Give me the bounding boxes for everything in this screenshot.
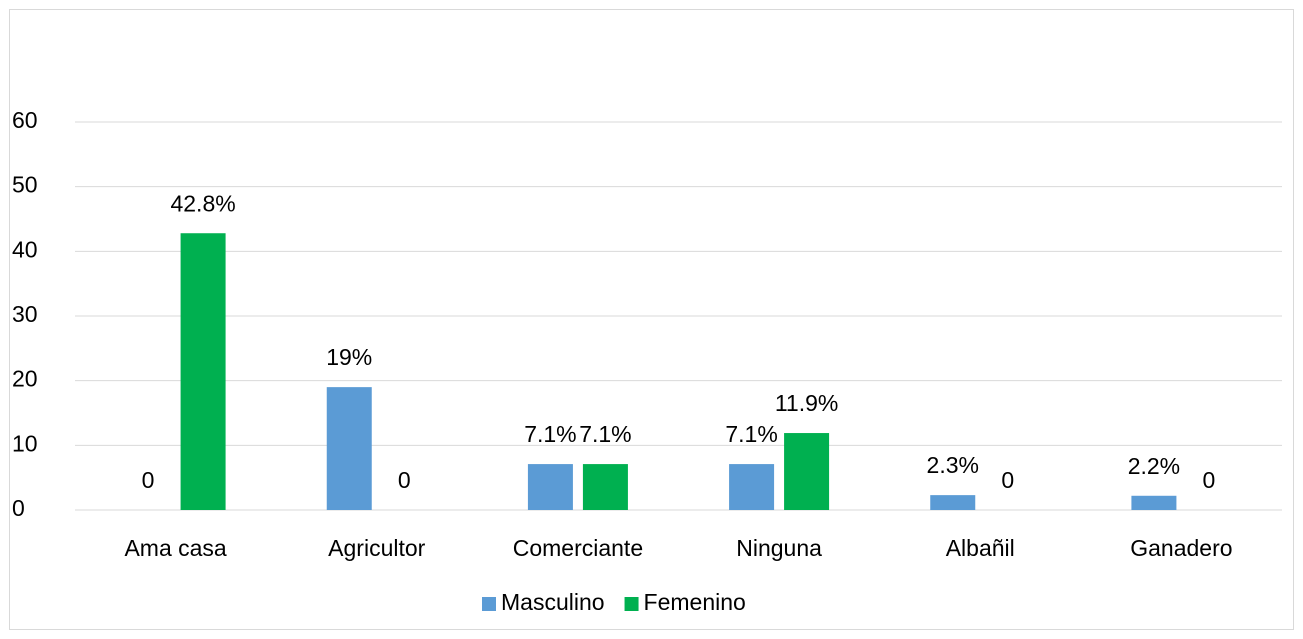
value-label: 0 [142, 467, 155, 493]
y-tick-label: 40 [12, 236, 38, 262]
bar [582, 464, 628, 510]
value-label: 42.8% [170, 190, 235, 216]
x-tick-label: Ganadero [1130, 535, 1232, 561]
y-tick-label: 30 [12, 301, 38, 327]
value-label: 7.1% [524, 421, 576, 447]
legend-label: Femenino [644, 589, 746, 615]
legend-swatch [624, 597, 639, 611]
y-tick-label: 10 [12, 430, 38, 456]
y-tick-label: 20 [12, 366, 38, 392]
value-label: 0 [1001, 467, 1014, 493]
value-label: 0 [398, 467, 411, 493]
x-tick-label: Ama casa [124, 535, 226, 561]
bar [1131, 495, 1177, 510]
value-label: 7.1% [725, 421, 777, 447]
x-tick-label: Agricultor [328, 535, 425, 561]
bar [180, 233, 226, 510]
y-tick-label: 0 [12, 495, 25, 521]
bar [326, 387, 372, 510]
bar [784, 433, 830, 510]
x-tick-label: Albañil [946, 535, 1015, 561]
bar [729, 464, 775, 510]
value-label: 0 [1203, 467, 1216, 493]
value-label: 7.1% [579, 421, 631, 447]
x-tick-label: Comerciante [513, 535, 643, 561]
bar [527, 464, 573, 510]
value-label: 2.2% [1128, 453, 1180, 479]
legend-swatch [482, 597, 496, 611]
y-tick-label: 60 [12, 107, 38, 133]
value-label: 2.3% [927, 452, 979, 478]
x-tick-label: Ninguna [736, 535, 822, 561]
bar [930, 495, 976, 510]
value-label: 19% [326, 344, 372, 370]
value-label: 11.9% [775, 390, 839, 416]
legend-label: Masculino [501, 589, 605, 615]
y-tick-label: 50 [12, 172, 38, 198]
